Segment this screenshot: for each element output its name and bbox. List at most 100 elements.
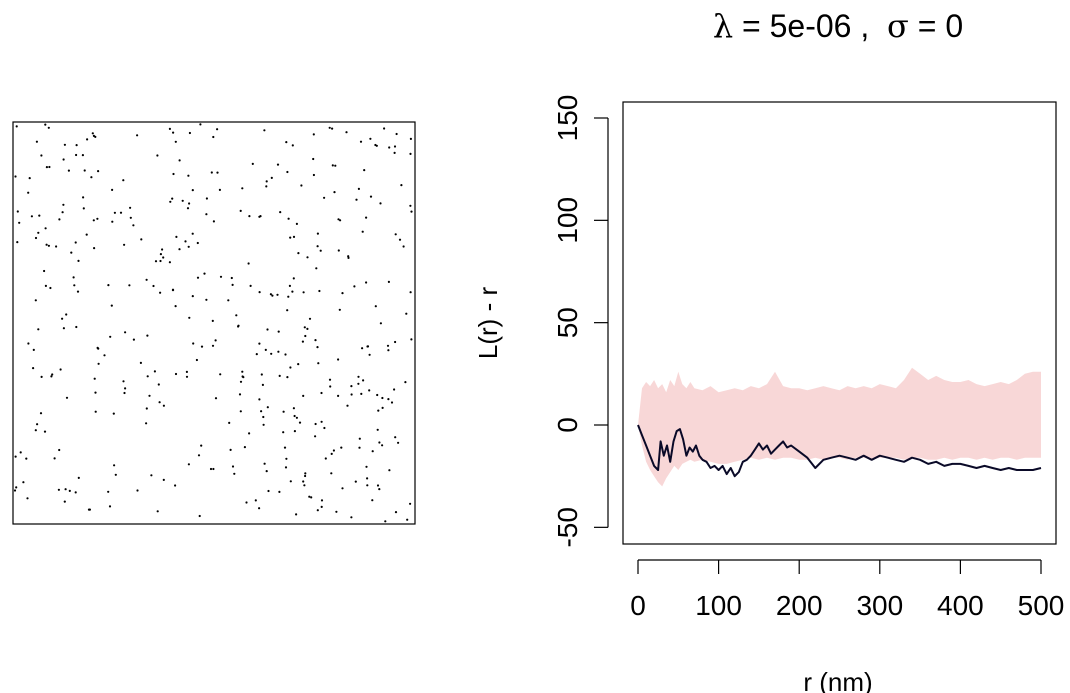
pattern-point bbox=[203, 272, 206, 275]
pattern-point bbox=[353, 285, 356, 288]
pattern-point bbox=[38, 214, 41, 217]
pattern-point bbox=[285, 457, 288, 460]
pattern-point bbox=[314, 339, 317, 342]
pattern-point bbox=[174, 305, 177, 308]
pattern-point bbox=[119, 211, 123, 214]
pattern-point bbox=[156, 510, 159, 513]
pattern-point bbox=[139, 361, 142, 364]
pattern-point bbox=[72, 276, 75, 279]
pattern-point bbox=[77, 476, 80, 479]
pattern-point bbox=[381, 444, 384, 447]
pattern-point bbox=[191, 189, 194, 192]
pattern-point bbox=[93, 377, 96, 380]
pattern-point bbox=[188, 316, 191, 319]
pattern-point bbox=[337, 218, 340, 221]
pattern-point bbox=[111, 220, 114, 223]
pattern-point bbox=[330, 472, 333, 475]
pattern-point bbox=[340, 446, 343, 449]
pattern-point bbox=[94, 135, 97, 138]
pattern-point bbox=[292, 277, 295, 280]
pattern-point bbox=[266, 406, 269, 409]
pattern-point bbox=[129, 216, 132, 219]
pattern-point bbox=[324, 457, 327, 460]
pattern-point bbox=[77, 259, 80, 262]
pattern-point bbox=[219, 373, 222, 376]
pattern-point bbox=[238, 393, 242, 396]
y-tick-label: 150 bbox=[552, 95, 583, 142]
pattern-point bbox=[58, 218, 61, 221]
pattern-point bbox=[159, 253, 162, 256]
pattern-point bbox=[379, 202, 382, 205]
pattern-point bbox=[63, 143, 66, 146]
pattern-point bbox=[175, 235, 178, 238]
pattern-point bbox=[231, 465, 235, 468]
pattern-point bbox=[362, 379, 365, 382]
pattern-point bbox=[49, 286, 52, 290]
pattern-point bbox=[366, 345, 369, 348]
pattern-point bbox=[410, 338, 413, 341]
pattern-point bbox=[368, 353, 371, 356]
pattern-point bbox=[303, 326, 306, 329]
pattern-point bbox=[284, 466, 288, 469]
pattern-point bbox=[91, 132, 94, 135]
pattern-point bbox=[44, 123, 47, 126]
pattern-point bbox=[231, 283, 234, 286]
pattern-point bbox=[358, 446, 361, 449]
pattern-point bbox=[168, 127, 171, 130]
pattern-point bbox=[300, 184, 303, 187]
pattern-point bbox=[82, 207, 85, 210]
pattern-point bbox=[247, 262, 250, 265]
pattern-point bbox=[212, 467, 215, 471]
pattern-point bbox=[261, 383, 264, 386]
pattern-point bbox=[174, 140, 177, 143]
pattern-point bbox=[18, 221, 21, 224]
pattern-point bbox=[43, 430, 47, 433]
pattern-point bbox=[314, 422, 317, 426]
title-lambda-value: = 5e-06 bbox=[733, 8, 851, 44]
pattern-point bbox=[85, 233, 88, 236]
pattern-point bbox=[308, 317, 312, 320]
pattern-point bbox=[61, 211, 64, 214]
pattern-point bbox=[73, 284, 76, 287]
pattern-point bbox=[317, 362, 320, 365]
pattern-point bbox=[19, 451, 22, 454]
pattern-point bbox=[185, 375, 189, 378]
pattern-point bbox=[277, 350, 280, 353]
pattern-point bbox=[178, 248, 181, 251]
pattern-point bbox=[62, 203, 65, 206]
pattern-point bbox=[90, 176, 93, 179]
pattern-point bbox=[76, 290, 80, 293]
pattern-point bbox=[278, 490, 281, 493]
pattern-point bbox=[14, 175, 17, 178]
pattern-point bbox=[289, 480, 292, 483]
pattern-point bbox=[96, 346, 99, 349]
pattern-point bbox=[286, 376, 289, 379]
pattern-point bbox=[40, 375, 43, 378]
pattern-point bbox=[406, 518, 409, 521]
pattern-point bbox=[245, 501, 248, 504]
pattern-point bbox=[249, 284, 252, 287]
pattern-point bbox=[205, 197, 208, 200]
pattern-point bbox=[381, 406, 384, 409]
pattern-point bbox=[216, 171, 219, 174]
pattern-point bbox=[339, 219, 342, 222]
pattern-point bbox=[36, 423, 39, 426]
pattern-point bbox=[113, 464, 116, 467]
pattern-point bbox=[277, 330, 280, 333]
pattern-point bbox=[50, 375, 53, 378]
pattern-point bbox=[239, 380, 243, 383]
x-tick-label: 0 bbox=[630, 590, 646, 621]
pattern-point bbox=[169, 200, 172, 203]
x-tick-label: 500 bbox=[1018, 590, 1065, 621]
pattern-point bbox=[196, 276, 200, 279]
pattern-point bbox=[335, 510, 338, 513]
x-axis: 0 100 200 300 400 500 bbox=[630, 559, 1065, 621]
pattern-point bbox=[376, 393, 379, 397]
pattern-point bbox=[400, 184, 403, 187]
pattern-point bbox=[316, 509, 319, 512]
pattern-point bbox=[394, 340, 397, 344]
pattern-point bbox=[191, 232, 194, 235]
pattern-point bbox=[75, 144, 78, 147]
pattern-point bbox=[200, 444, 203, 447]
pattern-point bbox=[81, 154, 84, 157]
